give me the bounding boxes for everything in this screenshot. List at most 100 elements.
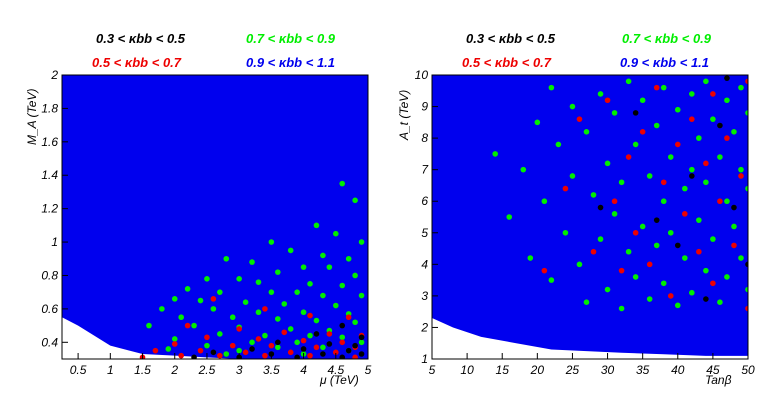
point-0-0-3: [332, 230, 339, 237]
point-1-1-1: [562, 185, 569, 192]
point-0-0-41: [146, 322, 152, 329]
point-0-2-5: [352, 342, 358, 349]
point-0-2-0: [339, 322, 346, 329]
point-1-0-3: [527, 255, 534, 261]
point-1-1-17: [696, 248, 702, 255]
point-1-2-1: [632, 110, 639, 116]
legend-left-green: 0.7 < κbb < 0.9: [246, 31, 336, 46]
point-0-2-6: [249, 346, 255, 352]
point-1-1-19: [710, 91, 716, 97]
point-0-0-15: [204, 276, 210, 282]
point-1-0-47: [696, 217, 702, 223]
point-0-1-15: [268, 342, 275, 349]
point-0-0-26: [171, 296, 178, 302]
point-1-0-16: [597, 91, 604, 97]
point-0-0-32: [210, 306, 217, 312]
point-1-0-7: [548, 277, 555, 283]
point-1-1-22: [724, 135, 730, 141]
xtick-label-0-7: 4: [300, 363, 307, 377]
point-0-1-1: [262, 306, 268, 312]
point-0-0-50: [171, 336, 178, 342]
legend-right-blue: 0.9 < κbb < 1.1: [620, 55, 709, 70]
point-0-2-16: [339, 354, 346, 359]
xtick-label-0-2: 1.5: [134, 363, 151, 377]
ytick-label-0-5: 1.4: [41, 168, 58, 182]
point-0-0-8: [345, 255, 352, 262]
point-0-2-15: [294, 354, 300, 359]
point-1-0-62: [738, 255, 744, 261]
point-1-0-23: [618, 305, 625, 312]
xtick-label-1-3: 20: [530, 363, 545, 377]
point-1-0-5: [541, 198, 548, 205]
ytick-label-1-1: 2: [420, 320, 428, 334]
point-1-1-12: [660, 179, 667, 186]
xtick-label-1-1: 10: [460, 363, 474, 377]
xtick-label-1-6: 35: [636, 363, 650, 377]
xtick-label-1-8: 45: [706, 363, 720, 377]
blue-region-right: [432, 75, 748, 356]
point-0-0-34: [300, 309, 307, 316]
point-0-0-28: [242, 299, 249, 306]
point-0-0-7: [320, 252, 326, 259]
point-0-1-3: [345, 314, 352, 321]
point-0-1-19: [197, 347, 204, 354]
point-0-2-11: [320, 351, 326, 357]
point-1-0-38: [667, 229, 674, 236]
y-axis-label-right: A_t (TeV): [397, 90, 411, 141]
point-0-2-2: [358, 334, 365, 341]
xtick-label-1-9: 50: [741, 363, 755, 377]
ytick-label-1-9: 10: [415, 68, 429, 82]
point-1-0-1: [506, 214, 513, 220]
point-0-1-6: [281, 329, 288, 336]
point-1-2-6: [717, 122, 723, 129]
ytick-label-0-4: 1.2: [41, 202, 58, 216]
point-0-0-14: [352, 272, 358, 279]
point-1-1-16: [689, 116, 695, 122]
point-0-1-7: [326, 331, 333, 337]
point-0-0-1: [352, 197, 358, 204]
point-1-0-25: [625, 248, 632, 255]
xtick-label-0-0: 0.5: [70, 363, 87, 377]
plot-frame-right: [431, 74, 749, 360]
point-0-2-8: [345, 347, 352, 354]
point-0-0-40: [352, 319, 358, 326]
point-0-0-11: [300, 264, 307, 270]
point-1-0-27: [632, 274, 639, 280]
point-1-0-18: [604, 160, 611, 167]
ytick-label-1-3: 4: [421, 257, 428, 271]
point-1-0-56: [724, 198, 730, 205]
legend-left-red: 0.5 < κbb < 0.7: [92, 55, 182, 70]
point-1-1-7: [625, 154, 632, 160]
xtick-label-0-4: 2.5: [198, 363, 216, 377]
point-1-0-9: [562, 229, 569, 236]
point-0-0-42: [191, 322, 197, 329]
point-0-1-10: [255, 336, 262, 342]
right-chart: 0.3 < κbb < 0.5 0.7 < κbb < 0.9 0.5 < κb…: [397, 31, 755, 387]
legend-right-red: 0.5 < κbb < 0.7: [462, 55, 552, 70]
point-0-1-5: [236, 326, 242, 332]
point-1-0-19: [604, 286, 611, 293]
point-0-1-23: [178, 352, 184, 359]
point-1-2-8: [745, 261, 748, 268]
point-0-0-36: [178, 314, 184, 321]
point-1-0-22: [618, 179, 625, 186]
point-0-2-7: [300, 346, 307, 352]
point-1-0-61: [738, 166, 744, 173]
point-1-0-0: [492, 151, 499, 157]
point-1-0-51: [710, 116, 716, 122]
point-1-1-21: [717, 198, 723, 205]
ytick-label-1-0: 1: [421, 352, 428, 366]
point-1-0-11: [569, 173, 576, 179]
legend-right-green: 0.7 < κbb < 0.9: [622, 31, 712, 46]
point-0-0-58: [236, 347, 242, 354]
point-0-0-48: [307, 332, 313, 339]
point-0-1-24: [217, 352, 223, 359]
point-1-0-20: [611, 110, 618, 116]
point-0-1-25: [262, 352, 268, 359]
point-1-1-4: [604, 97, 611, 104]
point-1-0-58: [731, 129, 737, 135]
point-0-0-0: [339, 180, 346, 187]
point-1-0-59: [731, 223, 737, 230]
point-1-0-30: [646, 173, 653, 179]
point-0-1-4: [184, 322, 191, 329]
